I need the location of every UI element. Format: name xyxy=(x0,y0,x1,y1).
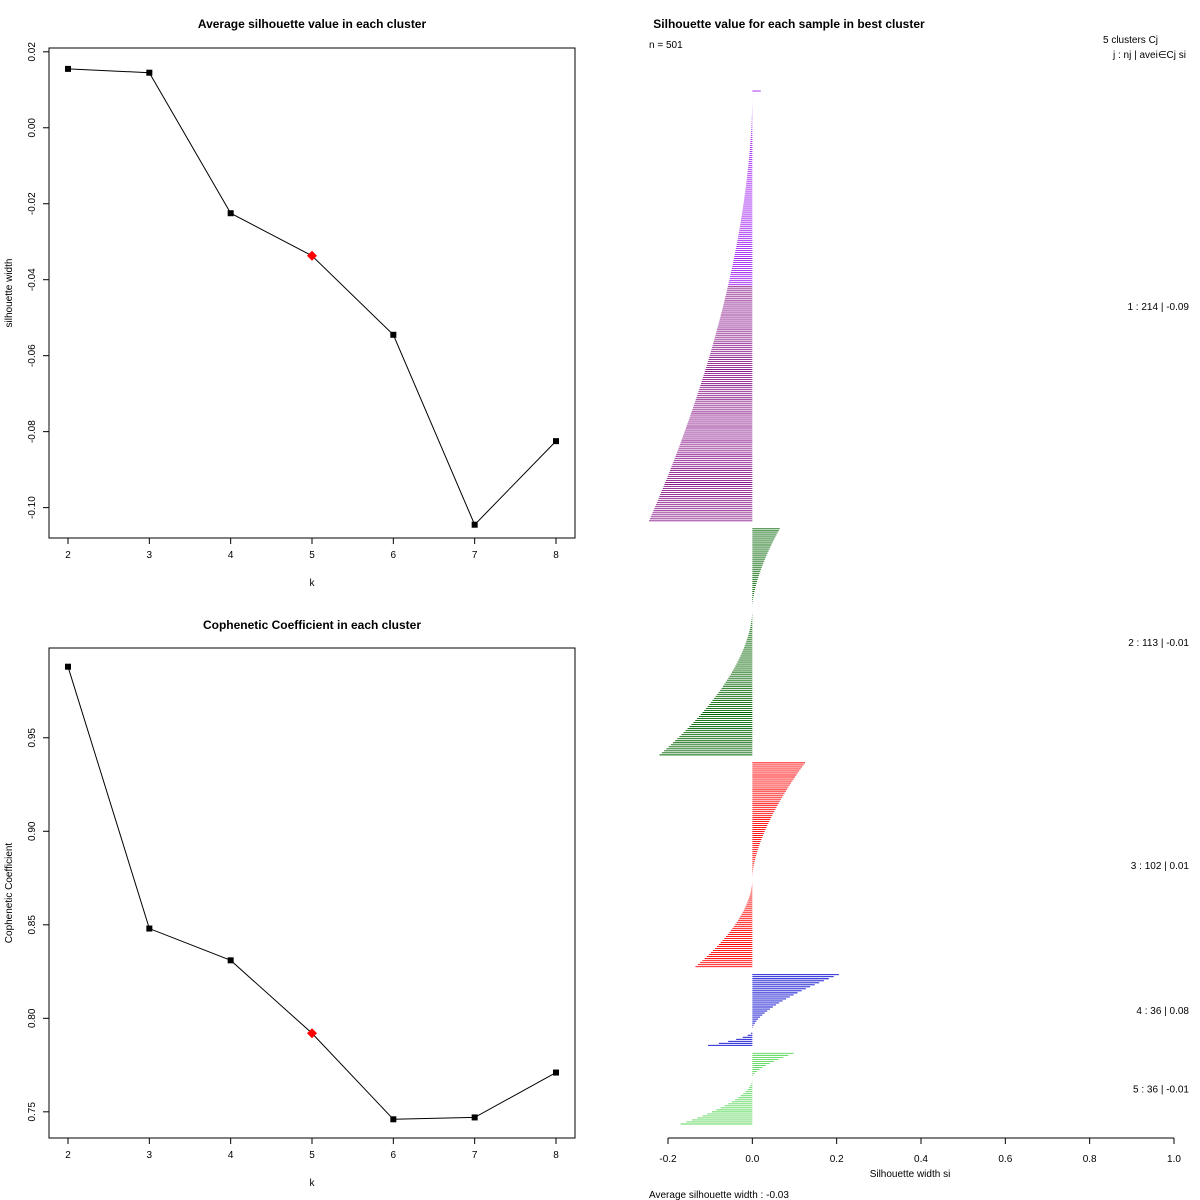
x-axis-label: k xyxy=(310,1178,316,1189)
x-tick-label: -0.2 xyxy=(659,1154,677,1165)
data-point xyxy=(471,521,478,528)
y-tick-label: 0.80 xyxy=(27,1008,38,1028)
plot-frame xyxy=(48,647,576,1139)
y-axis-label: silhouette width xyxy=(4,259,15,328)
y-tick-label: -0.06 xyxy=(27,344,38,367)
x-tick-label: 5 xyxy=(309,1150,315,1161)
data-point xyxy=(146,925,153,932)
x-tick-label: 2 xyxy=(65,550,71,561)
data-point xyxy=(553,1069,559,1076)
y-tick-label: 0.02 xyxy=(27,42,38,62)
series-line xyxy=(67,666,557,1120)
x-tick-label: 1.0 xyxy=(1167,1154,1181,1165)
data-point xyxy=(553,438,559,445)
silhouette-bar-chart: Silhouette value for each sample in best… xyxy=(649,17,1189,1200)
x-tick-label: 8 xyxy=(553,1150,559,1161)
x-tick-label: 8 xyxy=(553,550,559,561)
chart-title: Silhouette value for each sample in best… xyxy=(653,17,925,31)
data-point xyxy=(227,210,234,217)
x-tick-label: 0.4 xyxy=(914,1154,928,1165)
data-point xyxy=(65,663,71,670)
average-silhouette-label: Average silhouette width : -0.03 xyxy=(649,1190,789,1200)
x-tick-label: 5 xyxy=(309,550,315,561)
y-tick-label: -0.04 xyxy=(27,268,38,291)
cophenetic-line-chart: Cophenetic Coefficient in each cluster k… xyxy=(4,618,576,1189)
data-point xyxy=(65,65,71,72)
y-tick-label: 0.00 xyxy=(27,118,38,138)
cluster-summary-label: 3 : 102 | 0.01 xyxy=(1131,861,1190,872)
x-tick-label: 0.0 xyxy=(745,1154,759,1165)
cluster-summary-label: 1 : 214 | -0.09 xyxy=(1127,302,1189,313)
cluster-legend-header: j : nj | avei∈Cj si xyxy=(1112,50,1186,61)
data-point xyxy=(227,957,234,964)
x-tick-label: 0.6 xyxy=(998,1154,1012,1165)
cluster-summary-label: 5 : 36 | -0.01 xyxy=(1133,1085,1189,1096)
x-tick-label: 2 xyxy=(65,1150,71,1161)
x-tick-label: 6 xyxy=(391,1150,397,1161)
chart-title: Cophenetic Coefficient in each cluster xyxy=(203,618,421,632)
x-tick-label: 4 xyxy=(228,1150,234,1161)
x-tick-label: 0.2 xyxy=(830,1154,844,1165)
y-tick-label: 0.85 xyxy=(27,915,38,935)
x-tick-label: 4 xyxy=(228,550,234,561)
cluster-summary-label: 2 : 113 | -0.01 xyxy=(1128,638,1189,649)
highlight-point xyxy=(307,250,317,261)
silhouette-line-chart: Average silhouette value in each cluster… xyxy=(4,17,576,589)
y-axis-label: Cophenetic Coefficient xyxy=(4,843,15,944)
data-point xyxy=(146,69,153,76)
y-tick-label: 0.90 xyxy=(27,821,38,841)
y-tick-label: -0.02 xyxy=(27,192,38,215)
sample-count-label: n = 501 xyxy=(649,40,683,51)
highlight-point xyxy=(307,1028,317,1039)
series-line xyxy=(67,68,557,526)
plot-frame xyxy=(48,47,576,539)
x-axis-label: Silhouette width si xyxy=(870,1169,951,1180)
chart-title: Average silhouette value in each cluster xyxy=(198,17,427,31)
x-tick-label: 3 xyxy=(147,550,153,561)
x-tick-label: 7 xyxy=(472,1150,478,1161)
y-tick-label: -0.10 xyxy=(27,496,38,519)
y-tick-label: -0.08 xyxy=(27,420,38,443)
cluster-summary-label: 4 : 36 | 0.08 xyxy=(1136,1006,1189,1017)
y-tick-label: 0.75 xyxy=(27,1102,38,1122)
x-tick-label: 7 xyxy=(472,550,478,561)
y-tick-label: 0.95 xyxy=(27,728,38,748)
data-point xyxy=(390,1116,397,1123)
x-tick-label: 0.8 xyxy=(1083,1154,1097,1165)
x-tick-label: 3 xyxy=(147,1150,153,1161)
x-tick-label: 6 xyxy=(391,550,397,561)
data-point xyxy=(471,1114,478,1121)
x-axis-label: k xyxy=(310,578,316,589)
cluster-count-header: 5 clusters Cj xyxy=(1103,35,1158,46)
data-point xyxy=(390,331,397,338)
